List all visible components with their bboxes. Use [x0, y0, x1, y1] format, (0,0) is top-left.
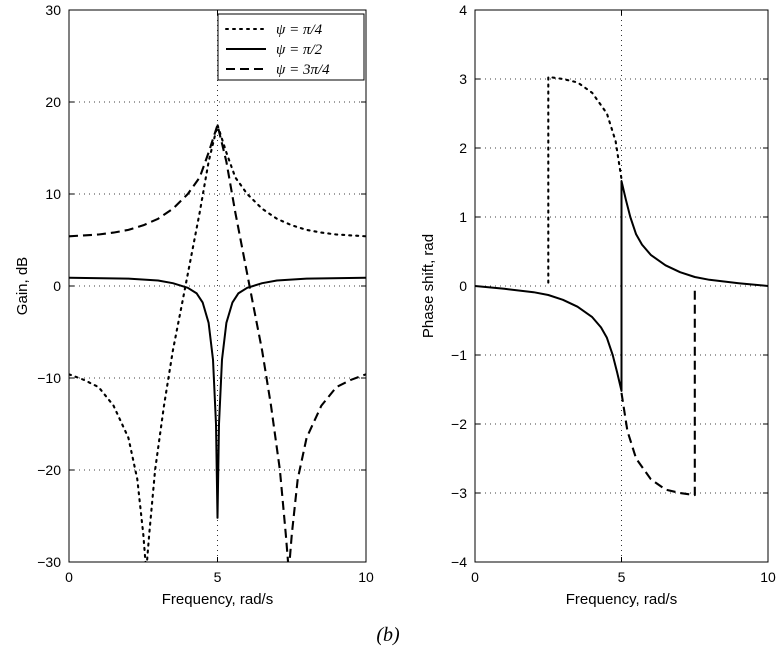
phase-x-axis-label: Frequency, rad/s — [566, 591, 677, 608]
phase-ytick-label: −4 — [451, 554, 467, 570]
phase-series-solid-line — [475, 180, 768, 392]
phase-ytick-label: −3 — [451, 485, 467, 501]
gain-ytick-label: 30 — [45, 2, 61, 18]
gain-xtick-label: 5 — [214, 569, 222, 585]
phase-series-group — [475, 75, 768, 497]
phase-ytick-label: −2 — [451, 416, 467, 432]
legend-entry-label: ψ = 3π/4 — [276, 62, 330, 78]
phase-ytick-label: −1 — [451, 347, 467, 363]
phase-ytick-label: 0 — [459, 278, 467, 294]
gain-y-axis-label: Gain, dB — [14, 257, 31, 315]
phase-ytick-label: 2 — [459, 140, 467, 156]
legend-entry-label: ψ = π/4 — [276, 22, 323, 38]
phase-series-dotted-line — [547, 75, 623, 284]
gain-series-group — [69, 123, 366, 562]
phase-ytick-label: 3 — [459, 71, 467, 87]
phase-xtick-label: 5 — [618, 569, 626, 585]
gain-ytick-label: 10 — [45, 186, 61, 202]
gain-plot: 0 5 10 −30 −20 −10 0 10 20 30 Frequency, rad/s Gain… — [14, 2, 374, 608]
gain-x-axis-label: Frequency, rad/s — [162, 591, 273, 608]
gain-ytick-label: 0 — [53, 278, 61, 294]
phase-y-axis-label: Phase shift, rad — [420, 234, 437, 338]
phase-series-dashed-line — [620, 289, 696, 497]
gain-xtick-label: 0 — [65, 569, 73, 585]
legend: ψ = π/4 ψ = π/2 ψ = 3π/4 — [217, 13, 365, 81]
gain-series-dashed-line — [69, 123, 366, 562]
gain-ytick-label: −20 — [37, 462, 61, 478]
phase-plot: 0 5 10 −4 −3 −2 −1 0 1 2 3 4 Frequency, rad/s Phase s… — [420, 2, 776, 608]
gain-ytick-label: −30 — [37, 554, 61, 570]
phase-xtick-label: 10 — [760, 569, 776, 585]
gain-xtick-label: 10 — [358, 569, 374, 585]
phase-ytick-label: 4 — [459, 2, 467, 18]
gain-ytick-label: −10 — [37, 370, 61, 386]
gain-series-dotted-line — [69, 123, 366, 562]
phase-xtick-label: 0 — [471, 569, 479, 585]
legend-entry-label: ψ = π/2 — [276, 42, 323, 58]
gain-series-solid-line — [69, 276, 366, 519]
figure-caption: (b) — [376, 624, 400, 646]
phase-ytick-label: 1 — [459, 209, 467, 225]
gain-ytick-label: 20 — [45, 94, 61, 110]
